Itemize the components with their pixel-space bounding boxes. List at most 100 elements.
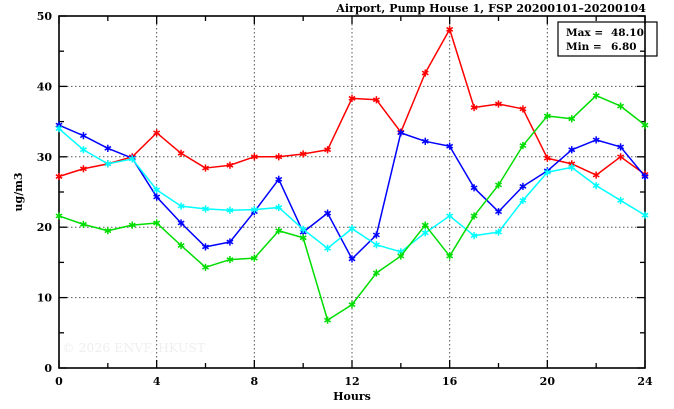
series-marker bbox=[470, 212, 478, 220]
x-axis-label: Hours bbox=[333, 390, 371, 403]
series-marker bbox=[250, 153, 258, 161]
series-marker bbox=[617, 153, 625, 161]
axis-titles: Hours ug/m3 bbox=[12, 173, 371, 404]
series-marker bbox=[421, 221, 429, 229]
series-marker bbox=[202, 243, 209, 251]
series-marker bbox=[177, 149, 185, 157]
series-marker bbox=[55, 172, 63, 181]
series-marker bbox=[470, 232, 478, 240]
series-marker bbox=[55, 212, 63, 220]
series-marker bbox=[128, 155, 136, 163]
series-marker bbox=[641, 211, 649, 219]
axis-tick-labels: 0 10 20 30 40 50 0 4 8 12 16 20 24 bbox=[37, 10, 653, 388]
series-line bbox=[58, 28, 646, 178]
series-marker bbox=[299, 150, 307, 158]
series-marker bbox=[226, 238, 234, 246]
x-tick-label: 0 bbox=[55, 375, 63, 388]
series-marker bbox=[250, 206, 258, 214]
series-marker bbox=[79, 146, 87, 154]
series-marker bbox=[202, 164, 209, 172]
series-marker bbox=[641, 172, 649, 181]
series-marker bbox=[543, 168, 551, 176]
max-stat-value: 48.10 bbox=[611, 27, 644, 39]
x-tick-label: 20 bbox=[540, 375, 556, 388]
series-marker bbox=[324, 209, 332, 217]
series-marker bbox=[324, 244, 332, 252]
series-marker bbox=[519, 105, 527, 113]
series-marker bbox=[470, 184, 478, 192]
data-series-day4 bbox=[55, 91, 649, 324]
y-axis-label: ug/m3 bbox=[12, 173, 25, 212]
series-marker bbox=[446, 212, 454, 220]
series-marker bbox=[348, 301, 356, 309]
series-marker bbox=[568, 146, 576, 154]
series-marker bbox=[324, 316, 332, 324]
series-marker bbox=[177, 219, 185, 227]
series-marker bbox=[592, 171, 600, 179]
series-marker bbox=[372, 269, 380, 277]
series-marker bbox=[421, 137, 429, 145]
series-marker bbox=[495, 100, 502, 108]
series-marker bbox=[275, 175, 283, 183]
series-marker bbox=[592, 182, 600, 190]
series-marker bbox=[104, 227, 112, 235]
series-marker bbox=[470, 103, 478, 112]
series-marker bbox=[348, 225, 356, 233]
series-marker bbox=[104, 160, 112, 168]
series-marker bbox=[568, 163, 576, 171]
x-tick-label: 4 bbox=[153, 375, 161, 388]
series-marker bbox=[421, 229, 429, 237]
series-marker bbox=[128, 221, 136, 229]
series-marker bbox=[226, 161, 234, 169]
series-marker bbox=[617, 102, 625, 110]
min-stat-value: 6.80 bbox=[611, 41, 637, 53]
series-marker bbox=[79, 220, 87, 228]
series-marker bbox=[104, 144, 112, 152]
y-tick-label: 50 bbox=[37, 10, 53, 23]
series-marker bbox=[617, 143, 625, 151]
data-series-day3 bbox=[55, 125, 649, 256]
series-marker bbox=[446, 25, 454, 33]
series-marker bbox=[79, 132, 87, 140]
series-marker bbox=[372, 96, 380, 104]
series-marker bbox=[79, 165, 87, 173]
y-tick-label: 10 bbox=[37, 292, 53, 305]
watermark: © 2026 ENVF, HKUST bbox=[62, 340, 206, 355]
series-marker bbox=[348, 255, 356, 263]
y-tick-label: 20 bbox=[37, 221, 53, 234]
axis-ticks bbox=[58, 15, 646, 369]
series-marker bbox=[348, 94, 356, 102]
series-marker bbox=[446, 142, 454, 150]
series-marker bbox=[543, 112, 551, 120]
series-marker bbox=[372, 231, 380, 239]
series-marker bbox=[226, 206, 234, 214]
series-marker bbox=[177, 202, 185, 210]
series-marker bbox=[495, 208, 502, 216]
series-marker bbox=[397, 129, 405, 137]
stats-annotation-box: Max = 48.10 Min = 6.80 bbox=[557, 21, 658, 57]
series-marker bbox=[641, 121, 649, 129]
series-marker bbox=[397, 252, 405, 260]
series-marker bbox=[568, 115, 576, 123]
data-series-day1 bbox=[55, 25, 649, 181]
series-marker bbox=[519, 196, 527, 205]
series-marker bbox=[299, 234, 307, 242]
max-stat-label: Max = bbox=[566, 27, 603, 39]
series-marker bbox=[372, 241, 380, 249]
stats-box-border bbox=[557, 21, 658, 57]
series-marker bbox=[226, 255, 234, 264]
chart-title: Airport, Pump House 1, FSP 20200101–2020… bbox=[336, 2, 646, 15]
x-tick-label: 16 bbox=[442, 375, 458, 388]
x-tick-label: 8 bbox=[251, 375, 259, 388]
y-tick-label: 30 bbox=[37, 151, 53, 164]
data-series-layer bbox=[55, 25, 649, 324]
series-marker bbox=[153, 193, 161, 201]
series-marker bbox=[324, 146, 332, 154]
series-marker bbox=[153, 219, 161, 227]
y-tick-label: 40 bbox=[37, 80, 53, 93]
series-marker bbox=[519, 141, 527, 150]
min-stat-label: Min = bbox=[566, 41, 602, 53]
gridlines bbox=[59, 16, 645, 368]
